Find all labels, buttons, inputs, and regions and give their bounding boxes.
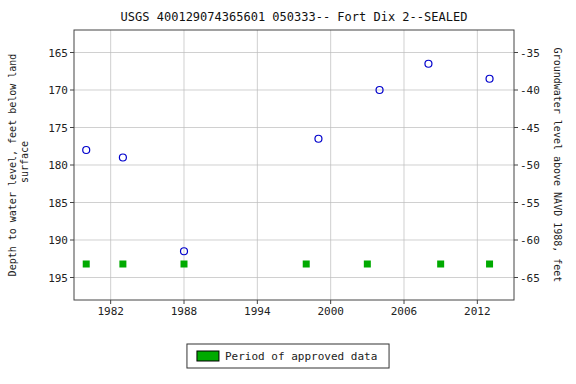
grid-line-y [74,240,514,241]
square-marker [119,261,126,268]
x-tick-label: 2000 [317,305,344,318]
point [486,75,493,82]
square-marker [437,261,444,268]
grid-line-y [74,202,514,203]
y-tick [70,165,74,166]
x-tick [257,300,258,304]
y-tick [70,240,74,241]
x-tick [404,300,405,304]
y2-tick-label: -50 [520,159,540,172]
x-tick-label: 1994 [244,305,271,318]
point [315,135,322,142]
legend: Period of approved data [187,344,389,368]
x-tick [330,300,331,304]
y-tick-label: 165 [48,47,68,60]
plot-frame [74,30,514,300]
y-tick [70,127,74,128]
legend-label: Period of approved data [225,350,377,363]
legend-swatch [197,351,219,361]
grid-line-y [74,165,514,166]
x-axis: 1982 1988 1994 2000 2006 2012 [97,300,490,318]
y-axis-label-line: Depth to water level, feet below land [7,54,18,277]
square-marker [364,261,371,268]
grid-line-y [74,127,514,128]
title: USGS 400129074365601 050333-- Fort Dix 2… [121,10,468,24]
y2-tick [514,90,518,91]
y2-tick [514,240,518,241]
chart: 1982198819942000200620121651701751801851… [0,0,576,384]
plot-area [83,60,493,267]
y-axis-label-line: surface [19,141,30,189]
grid-line-y [74,277,514,278]
y2-tick [514,165,518,166]
point [119,154,126,161]
y2-tick-label: -55 [520,197,540,210]
y-tick [70,277,74,278]
grid-line-y [74,90,514,91]
y-axis-label: Depth to water level, feet below land su… [7,54,30,277]
grid [74,30,514,300]
y-tick-label: 190 [48,234,68,247]
background [0,0,576,384]
x-tick-label: 2006 [391,305,418,318]
x-tick [110,300,111,304]
x-tick-label: 1988 [171,305,198,318]
y2-tick [514,127,518,128]
y-tick-label: 185 [48,197,68,210]
x-tick-label: 1982 [97,305,124,318]
legend-box [187,344,389,368]
point [181,248,188,255]
point [83,147,90,154]
square-marker [83,261,90,268]
x-tick-label: 2012 [464,305,491,318]
y2-tick-label: -40 [520,84,540,97]
square-marker [486,261,493,268]
x-tick [477,300,478,304]
square-marker [181,261,188,268]
y2-tick [514,202,518,203]
series [83,60,493,255]
y-tick-label: 195 [48,272,68,285]
y-axis: 165 170 175 180 185 190 195 Depth to water leve… [7,47,74,285]
y2-tick-label: -65 [520,272,540,285]
y2-tick [514,277,518,278]
y-tick-label: 180 [48,159,68,172]
y2-tick [514,52,518,53]
y-tick-label: 170 [48,84,68,97]
x-tick [184,300,185,304]
point [376,87,383,94]
y2-tick-label: -45 [520,122,540,135]
y2-axis-label: Groundwater level above NAVD 1988, feet [552,48,563,283]
point [425,60,432,67]
y-tick [70,202,74,203]
y2-axis: -35 -40 -45 -50 -55 -60 -65 Groundwater level a… [514,47,563,285]
y-tick-label: 175 [48,122,68,135]
series [83,261,493,268]
y-tick [70,52,74,53]
square-marker [303,261,310,268]
grid-line-y [74,52,514,53]
y2-tick-label: -35 [520,47,540,60]
y2-tick-label: -60 [520,234,540,247]
y-tick [70,90,74,91]
